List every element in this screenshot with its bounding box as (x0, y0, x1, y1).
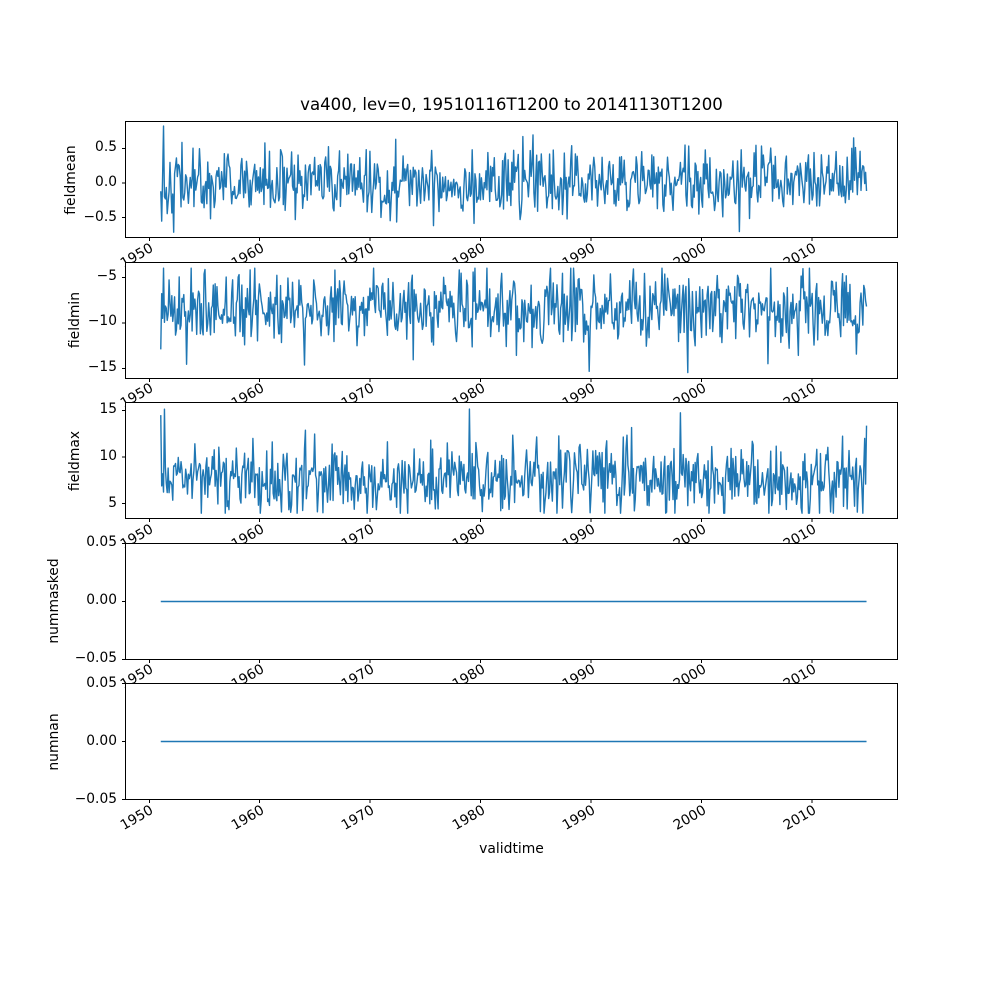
y-tick-label: 0.0 (95, 174, 117, 191)
axes-fieldmax (122, 402, 898, 522)
y-tick-label: 15 (99, 401, 117, 418)
y-tick-label: −0.05 (74, 650, 117, 667)
y-tick-label: 0.00 (86, 732, 117, 749)
y-tick-label: 0.05 (86, 674, 117, 691)
y-tick-label: −5 (96, 267, 117, 284)
y-tick-label: 5 (108, 494, 117, 511)
y-tick-label: 0.5 (95, 139, 117, 156)
series-line-fieldmean (160, 125, 868, 233)
x-axis-label: validtime (479, 841, 544, 857)
axes-fieldmin (122, 261, 898, 382)
y-tick-label: 0.05 (86, 534, 117, 551)
y-tick-label: 0.00 (86, 592, 117, 609)
y-tick-label: 10 (99, 448, 117, 465)
axes-nummasked (122, 542, 898, 663)
y-tick-label: −0.05 (74, 790, 117, 807)
series-line-fieldmin (160, 267, 868, 373)
chart-title: va400, lev=0, 19510116T1200 to 20141130T… (300, 95, 723, 114)
y-tick-label: −0.5 (83, 208, 117, 225)
axes-numnan (122, 683, 898, 803)
series-line-fieldmax (160, 408, 868, 514)
y-tick-label: −10 (87, 313, 117, 330)
axes-fieldmean (122, 121, 898, 241)
y-tick-label: −15 (87, 359, 117, 376)
